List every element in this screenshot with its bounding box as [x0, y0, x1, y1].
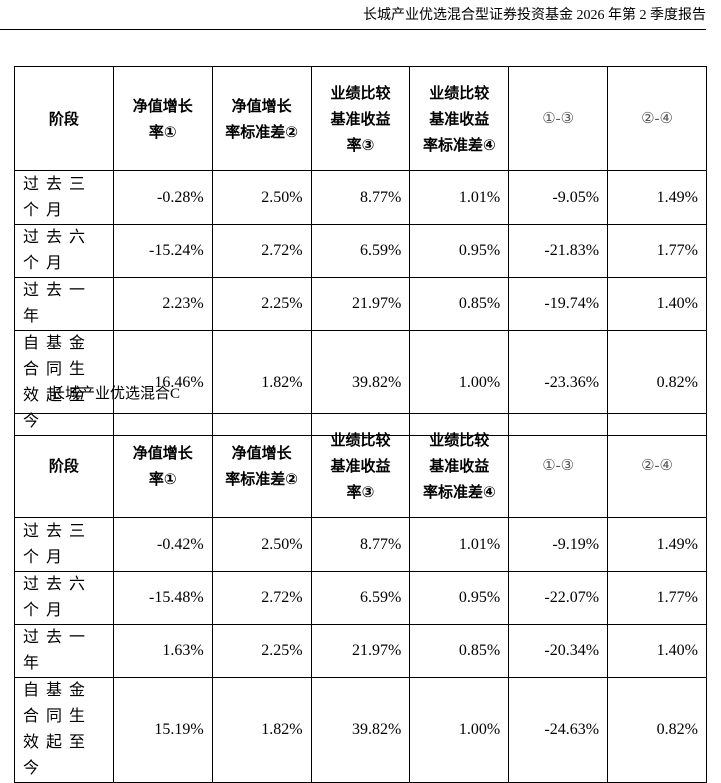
- column-header: 净值增长率①: [112, 413, 213, 518]
- cell: 15.19%: [112, 677, 213, 783]
- column-header: 业绩比较基准收益率标准差④: [409, 66, 510, 171]
- cell: 6.59%: [310, 571, 411, 625]
- cell: 2.50%: [211, 170, 312, 225]
- cell: -15.24%: [112, 224, 213, 278]
- column-header: ①-③: [508, 66, 609, 171]
- cell: 1.77%: [607, 571, 707, 625]
- cell: 1.01%: [409, 170, 510, 225]
- cell: -24.63%: [508, 677, 609, 783]
- cell: -15.48%: [112, 571, 213, 625]
- cell: 21.97%: [310, 277, 411, 331]
- table-row: 过去一年 1.63% 2.25% 21.97% 0.85% -20.34% 1.40%: [14, 624, 707, 678]
- cell: 2.72%: [211, 571, 312, 625]
- cell: -19.74%: [508, 277, 609, 331]
- table-row: 自基金合同生效起至今 15.19% 1.82% 39.82% 1.00% -24.63% 0…: [14, 677, 707, 783]
- cell: 2.72%: [211, 224, 312, 278]
- cell: -21.83%: [508, 224, 609, 278]
- header-row: 阶段 净值增长率① 净值增长率标准差② 业绩比较基准收益率③ 业绩比较基准收益率标准差④…: [14, 413, 707, 518]
- cell: 2.25%: [211, 624, 312, 678]
- cell: 8.77%: [310, 170, 411, 225]
- cell: -20.34%: [508, 624, 609, 678]
- column-header: 业绩比较基准收益率③: [310, 66, 411, 171]
- table-row: 过去六个月 -15.48% 2.72% 6.59% 0.95% -22.07% 1.77%: [14, 571, 707, 625]
- cell: 0.95%: [409, 571, 510, 625]
- column-header: 净值增长率标准差②: [211, 413, 312, 518]
- column-header: 净值增长率①: [112, 66, 213, 171]
- column-header: ②-④: [607, 66, 707, 171]
- row-label: 过去三个月: [14, 170, 114, 225]
- cell: -9.05%: [508, 170, 609, 225]
- cell: -0.42%: [112, 517, 213, 572]
- row-label: 过去一年: [14, 624, 114, 678]
- page-header: 长城产业优选混合型证券投资基金 2026 年第 2 季度报告: [0, 0, 706, 30]
- cell: 2.25%: [211, 277, 312, 331]
- cell: 6.59%: [310, 224, 411, 278]
- performance-table: 阶段 净值增长率① 净值增长率标准差② 业绩比较基准收益率③ 业绩比较基准收益率标准差④…: [14, 413, 707, 783]
- cell: 0.85%: [409, 277, 510, 331]
- cell: 1.01%: [409, 517, 510, 572]
- cell: 21.97%: [310, 624, 411, 678]
- cell: -9.19%: [508, 517, 609, 572]
- cell: 1.82%: [211, 677, 312, 783]
- row-label: 自基金合同生效起至今: [14, 677, 114, 783]
- column-header: 业绩比较基准收益率标准差④: [409, 413, 510, 518]
- column-header: 阶段: [14, 413, 114, 518]
- cell: 1.00%: [409, 677, 510, 783]
- row-label: 过去六个月: [14, 571, 114, 625]
- row-label: 过去三个月: [14, 517, 114, 572]
- cell: 1.77%: [607, 224, 707, 278]
- column-header: 净值增长率标准差②: [211, 66, 312, 171]
- cell: 2.50%: [211, 517, 312, 572]
- cell: 1.49%: [607, 517, 707, 572]
- row-label: 过去一年: [14, 277, 114, 331]
- cell: 2.23%: [112, 277, 213, 331]
- column-header: 业绩比较基准收益率③: [310, 413, 411, 518]
- cell: -0.28%: [112, 170, 213, 225]
- table-row: 自基金合同生效起至今 16.46% 1.82% 39.82% 1.00% -23.36% 0…: [14, 330, 707, 436]
- table-row: 过去六个月 -15.24% 2.72% 6.59% 0.95% -21.83% 1.77%: [14, 224, 707, 278]
- cell: 1.40%: [607, 277, 707, 331]
- column-header: ①-③: [508, 413, 609, 518]
- table-caption: 长城产业优选混合C: [50, 386, 181, 402]
- cell: 1.63%: [112, 624, 213, 678]
- cell: 8.77%: [310, 517, 411, 572]
- header-row: 阶段 净值增长率① 净值增长率标准差② 业绩比较基准收益率③ 业绩比较基准收益率标准差④…: [14, 66, 707, 171]
- performance-table: 阶段 净值增长率① 净值增长率标准差② 业绩比较基准收益率③ 业绩比较基准收益率标准差④…: [14, 66, 707, 436]
- cell: 0.85%: [409, 624, 510, 678]
- table-row: 过去三个月 -0.28% 2.50% 8.77% 1.01% -9.05% 1.49%: [14, 170, 707, 225]
- table-row: 过去三个月 -0.42% 2.50% 8.77% 1.01% -9.19% 1.49%: [14, 517, 707, 572]
- cell: 39.82%: [310, 677, 411, 783]
- column-header: 阶段: [14, 66, 114, 171]
- cell: 1.49%: [607, 170, 707, 225]
- column-header: ②-④: [607, 413, 707, 518]
- cell: 0.95%: [409, 224, 510, 278]
- cell: -22.07%: [508, 571, 609, 625]
- table-row: 过去一年 2.23% 2.25% 21.97% 0.85% -19.74% 1.40%: [14, 277, 707, 331]
- cell: 0.82%: [607, 677, 707, 783]
- row-label: 过去六个月: [14, 224, 114, 278]
- cell: 1.40%: [607, 624, 707, 678]
